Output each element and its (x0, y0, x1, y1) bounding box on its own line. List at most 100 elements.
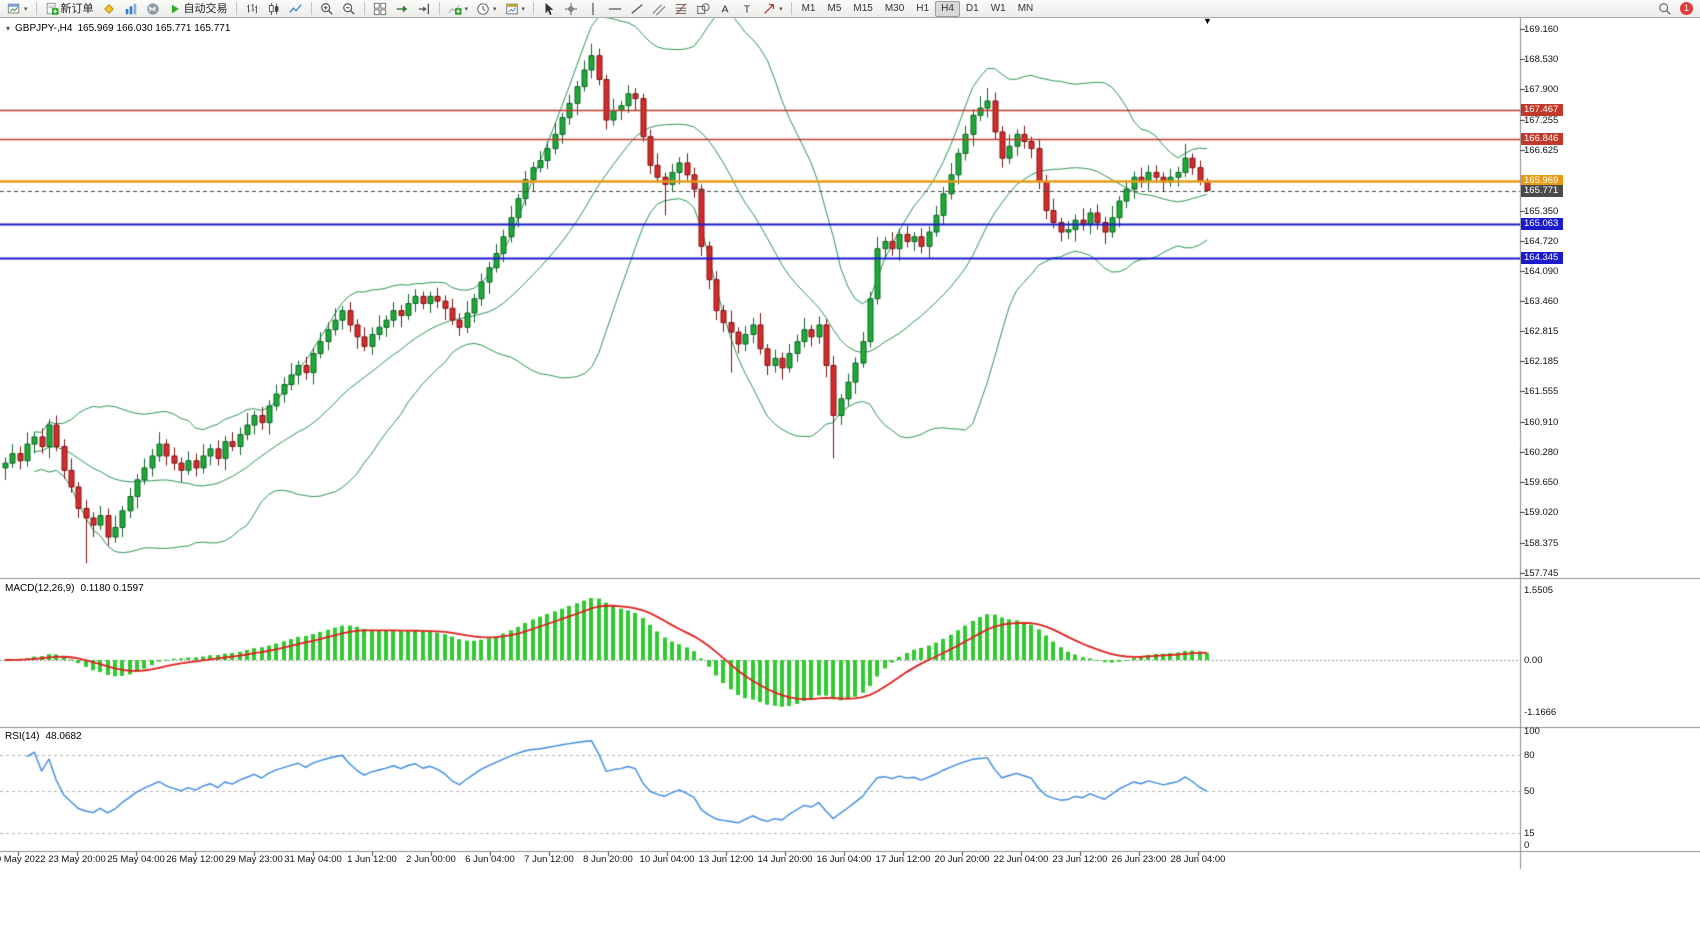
toolbar-groups: ▾ 新订单 自动交易 ▾ ▾ ▾ A T ▾ (3, 0, 796, 17)
chevron-down-icon: ▾ (24, 5, 28, 13)
price-axis-label: 159.650 (1524, 477, 1559, 489)
toolbar-group: 新订单 自动交易 (41, 0, 232, 17)
trendline-button[interactable] (626, 1, 648, 17)
templates-icon (505, 2, 519, 16)
toolbar-group: A T ▾ (538, 0, 787, 17)
indicators-button[interactable]: ▾ (444, 1, 473, 17)
timeframe-m5-button[interactable]: M5 (827, 3, 842, 14)
timeframe-m30-button[interactable]: M30 (884, 3, 905, 14)
text-icon: A (718, 2, 732, 16)
search-button[interactable] (1654, 1, 1676, 17)
rsi-name: RSI(14) (5, 731, 40, 742)
time-axis-label: 28 Jun 04:00 (1170, 854, 1226, 865)
timeframe-h1-button[interactable]: H1 (916, 3, 930, 14)
price-axis-label: 167.255 (1524, 114, 1559, 126)
timeframe-m1-button[interactable]: M1 (801, 3, 816, 14)
label-icon: T (740, 2, 754, 16)
templates-button[interactable]: ▾ (501, 1, 530, 17)
new-order-label: 新订单 (60, 2, 94, 15)
auto-scroll-button[interactable] (391, 1, 413, 17)
notification-count: 1 (1683, 3, 1689, 13)
macd-scale-label: 0.00 (1524, 655, 1543, 666)
price-level-badge: 166.846 (1521, 133, 1563, 146)
rsi-label: RSI(14) 48.0682 (5, 731, 82, 742)
chart-shift-button[interactable] (413, 1, 435, 17)
zoom-in-button[interactable] (316, 1, 338, 17)
vertical-line-button[interactable] (582, 1, 604, 17)
line-chart-mode-button[interactable] (285, 1, 307, 17)
mql-editor-icon (102, 2, 116, 16)
autotrading-button[interactable]: 自动交易 (164, 1, 232, 17)
time-axis-label: 26 May 12:00 (166, 854, 224, 865)
price-axis-label: 161.555 (1524, 386, 1559, 398)
new-order-button[interactable]: 新订单 (41, 1, 98, 17)
time-axis-label: 13 Jun 12:00 (698, 854, 754, 865)
time-axis-label: 6 Jun 04:00 (465, 854, 515, 865)
timeframe-mn-button[interactable]: MN (1017, 3, 1034, 14)
toolbar-separator (235, 2, 237, 15)
search-icon (1658, 2, 1672, 16)
chart-shift-marker-icon[interactable]: ▼ (1203, 16, 1212, 26)
chart-menu-caret-icon[interactable]: ▾ (6, 24, 11, 33)
fibonacci-icon (674, 2, 688, 16)
market-watch-button[interactable] (120, 1, 142, 17)
tile-windows-button[interactable] (369, 1, 391, 17)
tile-windows-icon (373, 2, 387, 16)
symbol-label: GBPJPY-,H4 (15, 23, 73, 34)
symbol-ohlc-label: ▾ GBPJPY-,H4 165.969 166.030 165.771 165… (6, 23, 230, 34)
autotrading-label: 自动交易 (183, 2, 228, 15)
shapes-button[interactable] (692, 1, 714, 17)
timeframe-d1-button[interactable]: D1 (965, 3, 979, 14)
timeframe-m15-button[interactable]: M15 (853, 3, 873, 14)
timeframe-h4-button[interactable]: H4 (935, 0, 960, 17)
time-axis-label: 10 Jun 04:00 (639, 854, 695, 865)
price-axis-label: 168.530 (1524, 54, 1559, 66)
time-axis-label: 23 May 20:00 (48, 854, 106, 865)
rsi-scale-label: 0 (1524, 840, 1530, 851)
metaquotes-community-button[interactable] (142, 1, 164, 17)
fibonacci-retracement-button[interactable] (670, 1, 692, 17)
svg-text:A: A (722, 3, 729, 15)
time-axis-label: 14 Jun 20:00 (757, 854, 813, 865)
price-level-badge: 165.063 (1521, 218, 1563, 231)
new-chart-button[interactable]: ▾ (3, 1, 32, 17)
price-level-badge: 165.969 (1521, 175, 1563, 188)
cursor-button[interactable] (538, 1, 560, 17)
text-button[interactable]: A (714, 1, 736, 17)
price-level-badge: 167.467 (1521, 103, 1563, 116)
text-label-button[interactable]: T (736, 1, 758, 17)
candlestick-mode-button[interactable] (263, 1, 285, 17)
horizontal-line-button[interactable] (604, 1, 626, 17)
toolbar-separator (35, 2, 37, 15)
price-axis-label: 166.625 (1524, 144, 1559, 156)
time-axis-label: 20 May 2022 (0, 854, 46, 865)
time-axis-label: 25 May 04:00 (107, 854, 165, 865)
equidistant-channel-button[interactable] (648, 1, 670, 17)
toolbar-separator (438, 2, 440, 15)
price-axis-label: 163.460 (1524, 295, 1559, 307)
vertical-line-icon (586, 2, 600, 16)
toolbar-separator (533, 2, 535, 15)
zoom-out-button[interactable] (338, 1, 360, 17)
crosshair-button[interactable] (560, 1, 582, 17)
arrows-button[interactable]: ▾ (758, 1, 787, 17)
arrows-icon (762, 2, 776, 16)
chart-shift-icon (417, 2, 431, 16)
notification-badge[interactable]: 1 (1680, 2, 1693, 15)
horizontal-line-icon (608, 2, 622, 16)
chevron-down-icon: ▾ (464, 5, 469, 13)
timeframe-w1-button[interactable]: W1 (990, 3, 1006, 14)
mql-editor-button[interactable] (98, 1, 120, 17)
macd-label: MACD(12,26,9) 0.1180 0.1597 (5, 583, 144, 594)
time-axis-label: 26 Jun 23:00 (1111, 854, 1167, 865)
macd-name: MACD(12,26,9) (5, 583, 75, 594)
time-axis-label: 29 May 23:00 (225, 854, 283, 865)
periods-button[interactable]: ▾ (472, 1, 501, 17)
new-order-icon (45, 2, 59, 16)
time-axis-label: 17 Jun 12:00 (875, 854, 931, 865)
price-axis-label: 159.020 (1524, 507, 1559, 519)
crosshair-icon (564, 2, 578, 16)
bar-chart-mode-button[interactable] (241, 1, 263, 17)
macd-scale-label: 1.5505 (1524, 585, 1554, 597)
